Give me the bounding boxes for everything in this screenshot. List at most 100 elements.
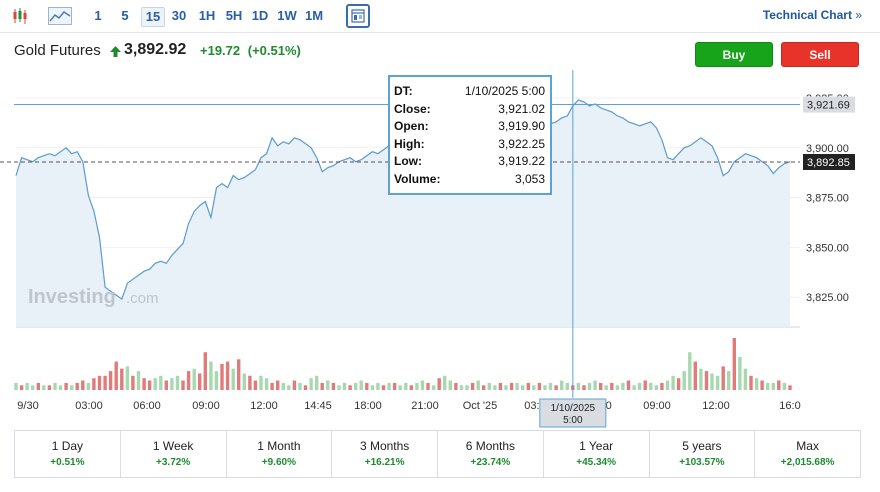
crosshair-price-box <box>803 96 855 113</box>
volume-bar <box>760 380 764 390</box>
volume-bar <box>599 382 603 390</box>
period-change: +103.57% <box>679 457 725 468</box>
interval-1m[interactable]: 1M <box>304 8 324 23</box>
x-tick-label: 03:00 <box>75 400 103 412</box>
volume-bar <box>521 385 525 390</box>
period-1-day[interactable]: 1 Day +0.51% <box>15 431 121 477</box>
instrument-name: Gold Futures <box>14 42 101 59</box>
interval-1w[interactable]: 1W <box>277 8 297 23</box>
volume-bar <box>365 382 369 390</box>
volume-bar <box>487 382 491 390</box>
investing-watermark: Investing .com <box>28 286 159 308</box>
volume-bar <box>264 378 269 390</box>
change-percent: (+0.51%) <box>247 43 301 58</box>
volume-bar <box>42 385 46 390</box>
interval-5[interactable]: 5 <box>121 8 129 23</box>
volume-bar <box>225 361 230 390</box>
volume-bar <box>242 373 246 390</box>
tooltip-row: Volume: 3,053 <box>394 170 545 188</box>
volume-bar <box>738 356 742 390</box>
tooltip-label: Open: <box>394 119 429 134</box>
area-chart-icon[interactable] <box>46 4 74 28</box>
period-label: 1 Week <box>152 439 194 453</box>
interval-15[interactable]: 15 <box>141 7 165 27</box>
interval-1h[interactable]: 1H <box>198 8 216 23</box>
volume-bar <box>103 375 107 390</box>
volume-bar <box>348 385 352 390</box>
volume-bar <box>532 385 536 390</box>
volume-bar <box>259 375 263 390</box>
crosshair-time-date: 1/10/2025 <box>551 403 596 414</box>
period-1-week[interactable]: 1 Week +3.72% <box>121 431 227 477</box>
technical-chart-label[interactable]: Technical Chart <box>762 8 852 22</box>
volume-bar <box>459 385 464 390</box>
volume-bar <box>515 382 519 390</box>
volume-bar <box>58 385 63 390</box>
volume-bar <box>743 368 748 390</box>
period-label: 5 years <box>682 439 722 453</box>
y-tick-label: 3,850.00 <box>806 242 849 254</box>
x-tick-label: 12:00 <box>250 400 278 412</box>
interval-30[interactable]: 30 <box>171 8 187 23</box>
volume-bar <box>643 380 647 390</box>
volume-bar <box>610 382 614 390</box>
volume-bar <box>676 378 681 390</box>
x-tick-label: 14:45 <box>304 400 332 412</box>
volume-bar <box>92 378 96 390</box>
period-6-months[interactable]: 6 Months +23.74% <box>438 431 544 477</box>
volume-bar <box>710 373 714 390</box>
volume-bar <box>626 380 631 390</box>
volume-bar <box>326 380 330 390</box>
period-5-years[interactable]: 5 years +103.57% <box>650 431 756 477</box>
period-1-year[interactable]: 1 Year +45.34% <box>544 431 650 477</box>
y-tick-label: 3,875.00 <box>806 193 849 205</box>
period-1-month[interactable]: 1 Month +9.60% <box>227 431 333 477</box>
volume-bar <box>465 385 469 390</box>
tooltip-value: 3,919.22 <box>498 154 545 169</box>
technical-chart-link[interactable]: Technical Chart » <box>763 8 862 22</box>
interval-1[interactable]: 1 <box>94 8 102 23</box>
x-tick-label: 09:00 <box>192 400 220 412</box>
volume-bar <box>665 380 670 390</box>
layout-toggle-icon[interactable] <box>346 4 370 28</box>
volume-bar <box>637 382 642 390</box>
volume-bar <box>192 368 196 390</box>
volume-bar <box>387 382 391 390</box>
y-tick-label: 3,825.00 <box>806 292 849 304</box>
interval-1d[interactable]: 1D <box>251 8 269 23</box>
volume-bar <box>526 382 530 390</box>
volume-bar <box>560 380 564 390</box>
volume-bar <box>231 368 235 390</box>
crosshair-price-text: 3,921.69 <box>807 100 850 112</box>
period-max[interactable]: Max +2,015.68% <box>755 431 860 477</box>
tooltip-row: Low: 3,919.22 <box>394 152 545 170</box>
volume-bar <box>548 382 553 390</box>
period-change: +9.60% <box>261 457 296 468</box>
volume-bar <box>437 378 441 390</box>
interval-5h[interactable]: 5H <box>225 8 243 23</box>
buy-button[interactable]: Buy <box>695 42 773 67</box>
period-change: +45.34% <box>576 457 616 468</box>
y-tick-label: 3,900.00 <box>806 143 849 155</box>
crosshair-time-box <box>539 398 607 428</box>
volume-bar <box>554 385 558 390</box>
volume-bar <box>482 385 486 390</box>
volume-bar <box>398 385 402 390</box>
volume-bar <box>47 385 52 390</box>
volume-bar <box>186 371 191 390</box>
volume-bar <box>14 382 18 390</box>
volume-bar <box>381 385 386 390</box>
volume-bar <box>270 382 274 390</box>
volume-bar <box>337 385 341 390</box>
sell-button[interactable]: Sell <box>781 42 859 67</box>
candlestick-chart-icon[interactable] <box>8 4 32 28</box>
period-change: +2,015.68% <box>780 457 835 468</box>
tooltip-value: 3,053 <box>514 172 545 186</box>
period-3-months[interactable]: 3 Months +16.21% <box>332 431 438 477</box>
price-area-fill <box>16 100 790 327</box>
last-price-label: 3,892.85 <box>803 153 855 170</box>
volume-bar <box>25 382 29 390</box>
period-change: +0.51% <box>50 457 85 468</box>
volume-bar <box>359 380 363 390</box>
volume-bar <box>303 385 308 390</box>
